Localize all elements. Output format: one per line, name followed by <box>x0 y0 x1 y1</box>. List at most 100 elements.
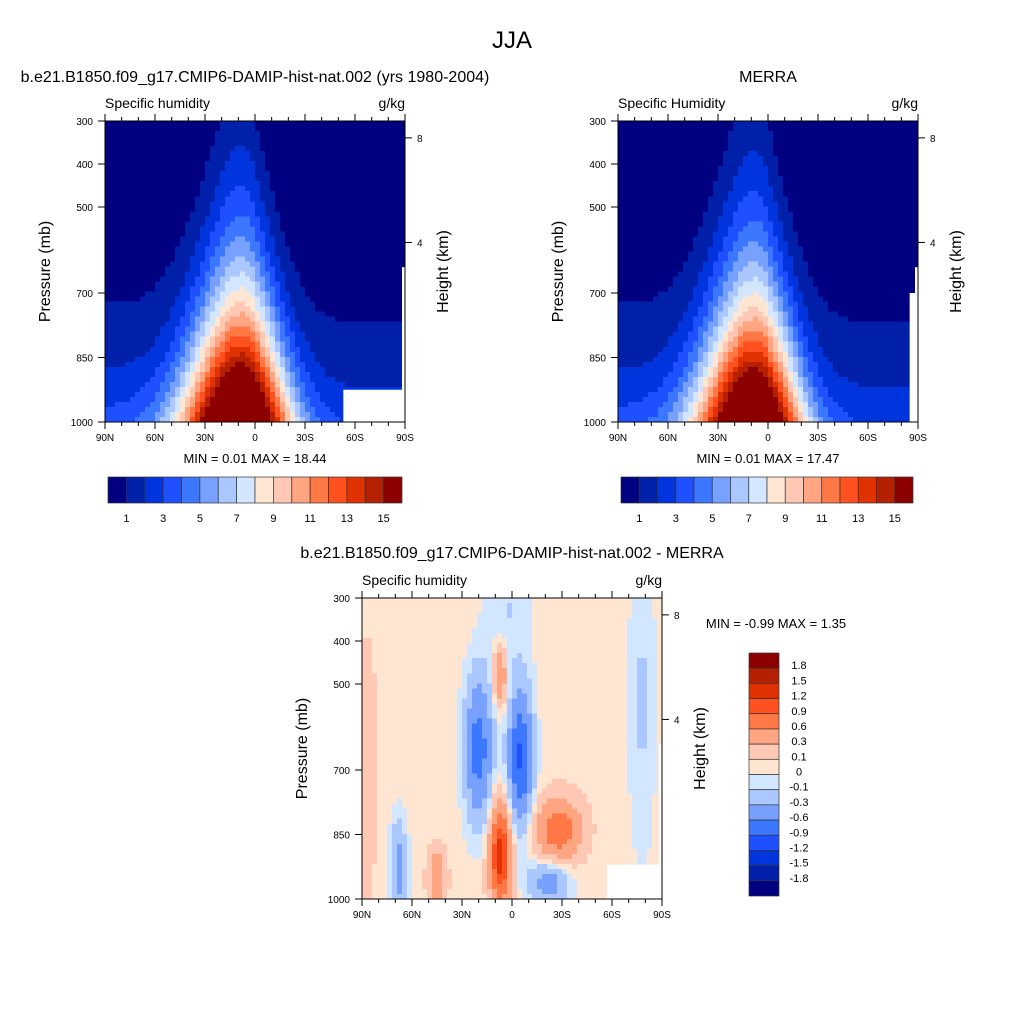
contour-cell <box>380 171 386 177</box>
contour-cell <box>693 216 699 222</box>
contour-cell <box>355 161 361 167</box>
contour-cell <box>170 181 176 187</box>
contour-cell <box>305 316 311 323</box>
contour-cell <box>255 396 261 403</box>
contour-cell <box>235 266 241 272</box>
contour-cell <box>633 181 639 187</box>
contour-cell <box>663 396 669 403</box>
contour-cell <box>125 171 131 177</box>
contour-cell <box>653 361 659 368</box>
contour-cell <box>275 311 281 318</box>
contour-cell <box>618 206 624 212</box>
contour-cell <box>375 286 381 292</box>
contour-cell <box>125 256 131 262</box>
contour-cell <box>335 386 341 393</box>
contour-cell <box>170 296 176 302</box>
contour-cell <box>355 251 361 257</box>
contour-cell <box>220 161 226 167</box>
contour-cell <box>270 286 276 292</box>
contour-cell <box>150 186 156 192</box>
contour-cell <box>360 191 366 197</box>
contour-cell <box>125 411 131 418</box>
contour-cell <box>345 351 351 358</box>
contour-cell <box>160 246 166 252</box>
contour-cell <box>385 266 391 272</box>
contour-cell <box>360 341 366 348</box>
contour-cell <box>320 226 326 232</box>
contour-cell <box>165 386 171 393</box>
contour-cell <box>365 331 371 338</box>
contour-cell <box>240 241 246 247</box>
contour-cell <box>280 191 286 197</box>
contour-cell <box>335 356 341 363</box>
contour-cell <box>673 371 679 378</box>
contour-cell <box>320 136 326 142</box>
contour-cell <box>225 316 231 323</box>
contour-cell <box>190 221 196 227</box>
contour-cell <box>330 136 336 142</box>
contour-cell <box>185 321 191 328</box>
contour-cell <box>230 206 236 212</box>
contour-cell <box>220 221 226 227</box>
contour-cell <box>135 206 141 212</box>
contour-cell <box>315 206 321 212</box>
contour-cell <box>723 261 729 267</box>
contour-cell <box>340 271 346 277</box>
contour-cell <box>325 316 331 323</box>
contour-cell <box>215 381 221 388</box>
contour-cell <box>723 181 729 187</box>
contour-cell <box>265 306 271 313</box>
contour-cell <box>175 121 181 127</box>
contour-cell <box>195 206 201 212</box>
contour-cell <box>125 176 131 182</box>
contour-cell <box>245 281 251 287</box>
contour-cell <box>315 341 321 348</box>
contour-cell <box>335 121 341 127</box>
contour-cell <box>390 371 396 378</box>
contour-cell <box>365 206 371 212</box>
contour-cell <box>175 151 181 157</box>
contour-cell <box>280 166 286 172</box>
contour-cell <box>305 336 311 343</box>
contour-cell <box>155 291 161 297</box>
contour-cell <box>210 191 216 197</box>
contour-cell <box>110 281 116 287</box>
contour-cell <box>125 401 131 408</box>
contour-cell <box>618 131 624 137</box>
contour-cell <box>285 236 291 242</box>
contour-cell <box>220 371 226 378</box>
contour-cell <box>723 231 729 237</box>
contour-cell <box>330 356 336 363</box>
contour-cell <box>280 371 286 378</box>
contour-cell <box>673 176 679 182</box>
contour-cell <box>130 166 136 172</box>
contour-cell <box>205 226 211 232</box>
contour-cell <box>230 336 236 343</box>
main-title: JJA <box>492 27 532 54</box>
contour-cell <box>633 236 639 242</box>
contour-cell <box>658 366 664 373</box>
contour-cell <box>385 141 391 147</box>
contour-cell <box>275 236 281 242</box>
contour-cell <box>210 366 216 373</box>
contour-cell <box>390 261 396 267</box>
contour-cell <box>190 226 196 232</box>
contour-cell <box>395 281 401 287</box>
contour-cell <box>713 341 719 348</box>
contour-cell <box>135 261 141 267</box>
contour-cell <box>170 411 176 418</box>
contour-cell <box>375 376 381 383</box>
contour-cell <box>375 291 381 297</box>
contour-cell <box>105 306 111 313</box>
contour-cell <box>190 391 196 398</box>
contour-cell <box>135 151 141 157</box>
contour-cell <box>385 181 391 187</box>
contour-cell <box>260 136 266 142</box>
contour-cell <box>325 276 331 282</box>
contour-cell <box>708 226 714 232</box>
contour-cell <box>105 206 111 212</box>
contour-cell <box>295 251 301 257</box>
contour-cell <box>195 251 201 257</box>
contour-cell <box>638 251 644 257</box>
contour-cell <box>295 291 301 297</box>
